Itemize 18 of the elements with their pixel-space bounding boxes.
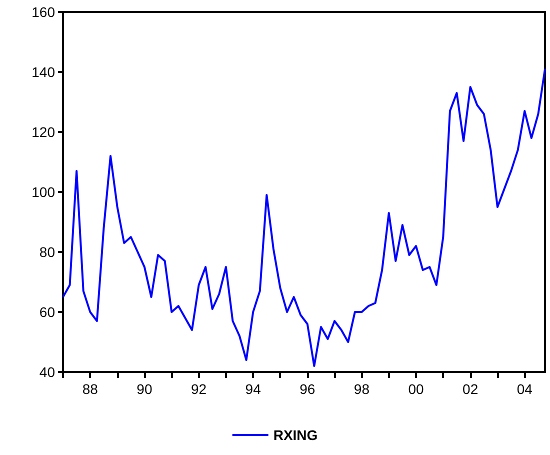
x-tick-label: 94 xyxy=(245,381,262,397)
line-series xyxy=(62,68,546,367)
x-tick-label: 04 xyxy=(516,381,533,397)
x-tick-label: 02 xyxy=(462,381,478,397)
y-tick-label: 140 xyxy=(32,64,56,80)
y-tick-label: 40 xyxy=(39,364,56,380)
x-tick-label: 90 xyxy=(136,381,152,397)
x-tick-label: 88 xyxy=(82,381,98,397)
y-tick-label: 120 xyxy=(32,124,56,140)
y-tick-label: 160 xyxy=(32,4,56,20)
y-tick-label: 60 xyxy=(39,304,56,320)
legend-label: RXING xyxy=(273,427,318,443)
x-tick-label: 98 xyxy=(354,381,370,397)
x-tick-label: 00 xyxy=(408,381,424,397)
x-tick-label: 96 xyxy=(300,381,316,397)
x-tick-label: 92 xyxy=(190,381,207,397)
y-tick-label: 100 xyxy=(32,184,56,200)
y-tick-label: 80 xyxy=(39,244,56,260)
